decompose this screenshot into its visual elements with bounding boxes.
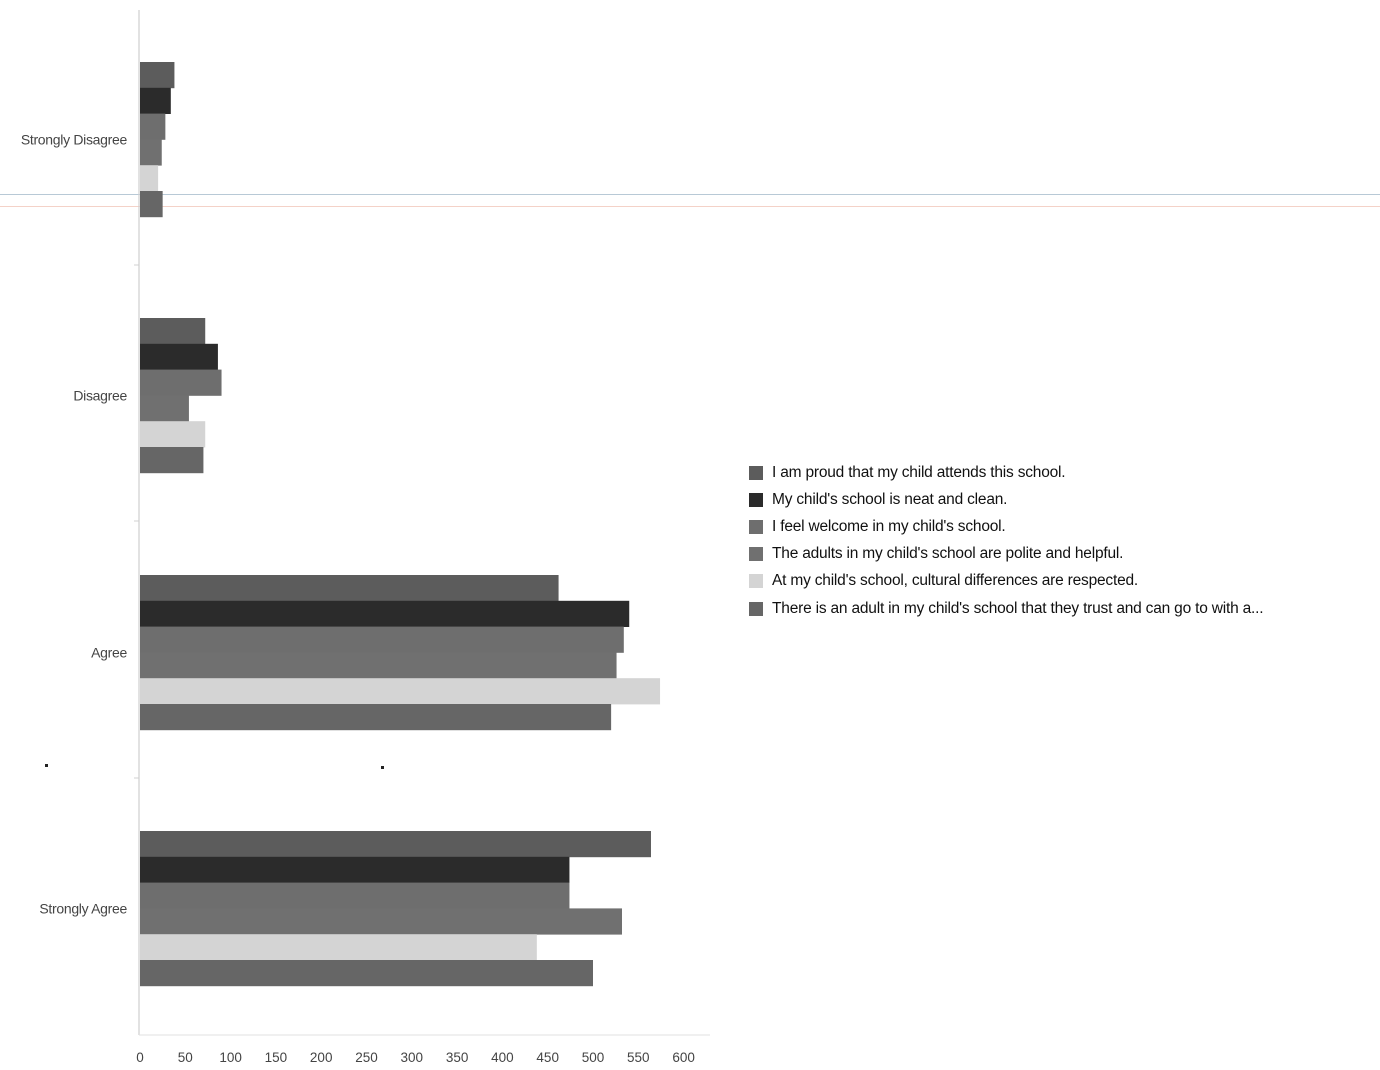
legend-label: The adults in my child's school are poli… — [772, 545, 1124, 563]
x-tick-label: 500 — [582, 1050, 605, 1065]
x-tick-label: 250 — [355, 1050, 378, 1065]
bar — [140, 395, 189, 422]
bar — [140, 87, 171, 114]
x-tick-label: 0 — [136, 1050, 144, 1065]
bar — [140, 856, 570, 883]
legend-label: I feel welcome in my child's school. — [772, 517, 1006, 535]
x-tick-label: 100 — [219, 1050, 242, 1065]
bar — [140, 191, 163, 218]
legend-label: My child's school is neat and clean. — [772, 490, 1008, 508]
y-tick-label: Strongly Agree — [39, 900, 127, 916]
bar — [140, 318, 206, 345]
scan-artifact-line — [0, 194, 1380, 195]
x-tick-label: 300 — [401, 1050, 424, 1065]
legend-item: I feel welcome in my child's school. — [749, 513, 1379, 540]
bar — [140, 62, 175, 89]
scan-speck — [381, 766, 384, 769]
x-tick-label: 350 — [446, 1050, 469, 1065]
bar — [140, 139, 162, 166]
legend-item: The adults in my child's school are poli… — [749, 541, 1379, 568]
bar — [140, 678, 661, 705]
chart-legend: I am proud that my child attends this sc… — [749, 459, 1379, 622]
bar — [140, 447, 204, 474]
bar — [140, 626, 624, 653]
x-tick-label: 50 — [178, 1050, 193, 1065]
legend-item: I am proud that my child attends this sc… — [749, 459, 1379, 486]
x-tick-label: 450 — [536, 1050, 559, 1065]
legend-label: I am proud that my child attends this sc… — [772, 463, 1066, 481]
y-tick-label: Strongly Disagree — [21, 131, 128, 147]
bar — [140, 165, 159, 192]
y-tick-label: Disagree — [73, 387, 127, 403]
bar — [140, 575, 559, 602]
x-tick-label: 600 — [672, 1050, 695, 1065]
bar — [140, 908, 622, 935]
bar — [140, 369, 222, 396]
y-tick-label: Agree — [91, 644, 127, 660]
legend-item: My child's school is neat and clean. — [749, 486, 1379, 513]
legend-item: There is an adult in my child's school t… — [749, 595, 1379, 622]
bar — [140, 704, 612, 731]
bar — [140, 831, 651, 858]
bar — [140, 960, 593, 987]
bar-chart: Strongly Disagree Disagree Agree Strongly A… — [21, 10, 710, 1065]
x-tick-label: 150 — [265, 1050, 288, 1065]
x-tick-label: 200 — [310, 1050, 333, 1065]
legend-item: At my child's school, cultural differenc… — [749, 568, 1379, 595]
bar — [140, 113, 166, 140]
scan-artifact-line — [0, 206, 1380, 207]
legend-swatch — [749, 601, 763, 616]
bar — [140, 882, 570, 909]
bar — [140, 343, 218, 370]
legend-swatch — [749, 492, 763, 507]
bar — [140, 652, 617, 679]
scan-speck — [45, 764, 48, 767]
legend-label: There is an adult in my child's school t… — [772, 599, 1264, 617]
legend-swatch — [749, 519, 763, 534]
x-tick-label: 400 — [491, 1050, 514, 1065]
legend-swatch — [749, 547, 763, 562]
bar — [140, 934, 537, 961]
legend-swatch — [749, 465, 763, 480]
legend-swatch — [749, 574, 763, 589]
x-tick-label: 550 — [627, 1050, 650, 1065]
bar — [140, 421, 206, 448]
legend-label: At my child's school, cultural differenc… — [772, 572, 1139, 590]
bar — [140, 600, 630, 627]
